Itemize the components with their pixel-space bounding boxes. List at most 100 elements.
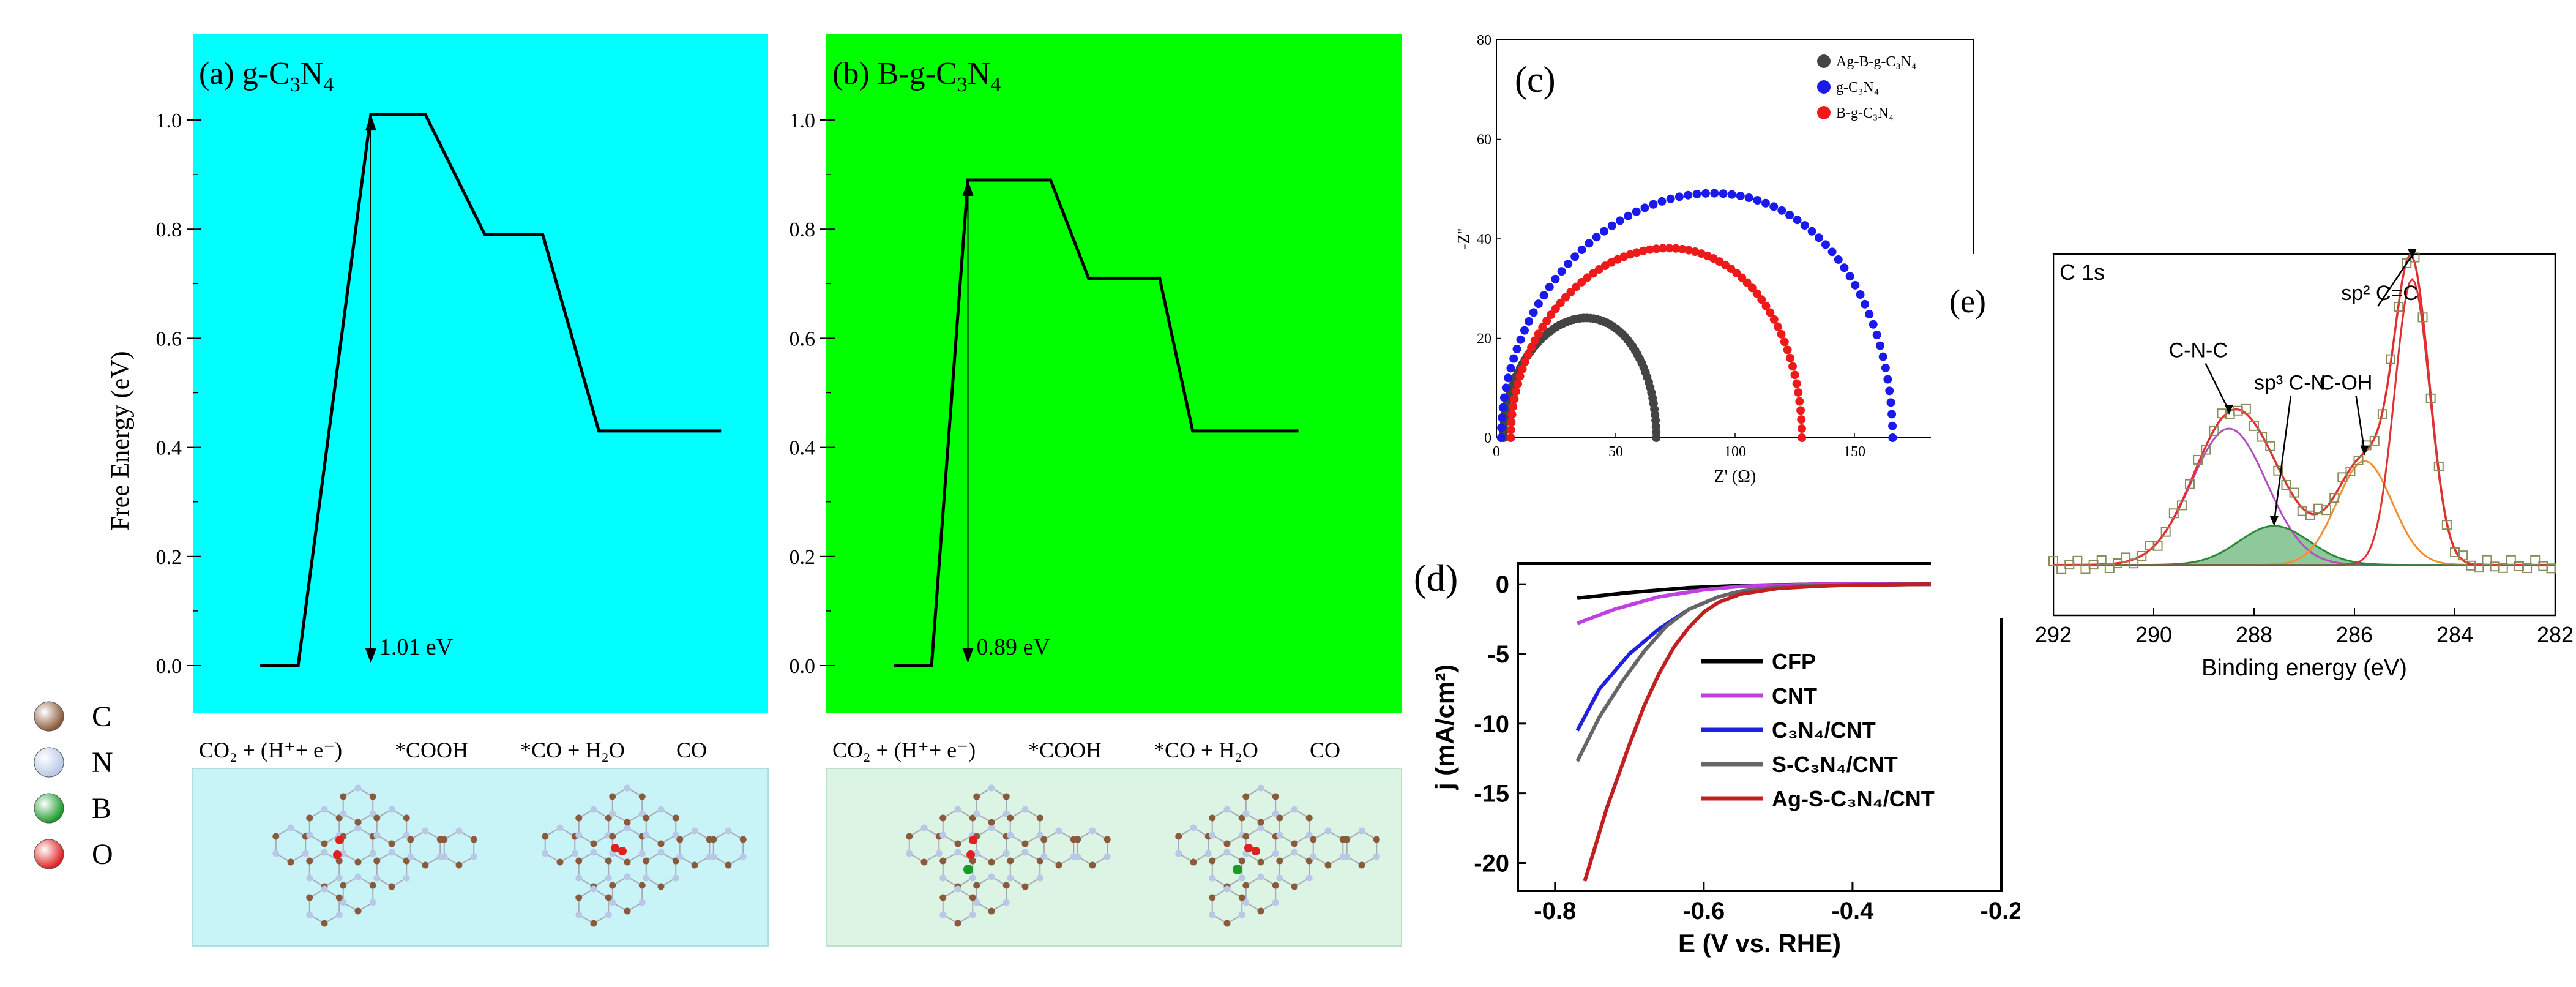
data-point-2: [1766, 308, 1775, 317]
atom-dot: [638, 793, 646, 800]
envelope-fit: [2053, 253, 2553, 566]
atom-dot: [624, 858, 631, 866]
y-tick-label: -10: [1474, 711, 1509, 738]
atom-dot: [725, 827, 732, 835]
atom-dot: [373, 874, 381, 882]
data-point-1: [1865, 310, 1874, 319]
data-point-2: [1506, 426, 1515, 435]
x-axis-label: Z' (Ω): [1714, 467, 1757, 486]
raw-data-marker: [2433, 461, 2444, 471]
raw-data-marker: [2265, 441, 2275, 451]
peak-annotation-label: sp³ C-N: [2254, 371, 2326, 394]
y-tick-label: 1.0: [156, 110, 182, 132]
atom-dot: [1036, 874, 1043, 882]
atom-dot: [575, 874, 583, 882]
data-point-1: [1814, 233, 1823, 242]
atom-dot: [388, 883, 395, 890]
raw-data-marker: [2096, 555, 2107, 566]
atom-dot: [335, 814, 343, 822]
data-point-2: [1561, 293, 1570, 302]
raw-data-marker: [2546, 563, 2556, 574]
data-point-1: [1800, 221, 1809, 230]
data-point-2: [1652, 244, 1661, 253]
atom-dot: [710, 836, 717, 843]
atom-dot: [672, 814, 679, 822]
atom-dot: [1223, 840, 1231, 847]
data-point-1: [1539, 291, 1548, 300]
annotation-arrow-line: [2273, 396, 2292, 523]
atom-dot: [605, 814, 612, 822]
atom-dot: [556, 824, 564, 831]
atom-dot: [272, 850, 280, 857]
atom-dot: [1272, 882, 1279, 889]
atom-dot: [643, 831, 650, 839]
data-point-2: [1773, 322, 1782, 331]
x-category-label: CO: [676, 738, 707, 762]
atom-legend-label-B: B: [92, 792, 111, 825]
atom-dot: [1242, 793, 1250, 800]
raw-data-marker: [2168, 508, 2179, 519]
atom-dot: [969, 814, 976, 822]
atom-dot: [1036, 857, 1043, 865]
x-tick-label: -0.2: [1981, 898, 2020, 925]
data-point-2: [1527, 343, 1536, 352]
atom-dot: [988, 858, 995, 866]
boron-atom: [963, 865, 973, 874]
legend-marker: [1817, 106, 1831, 119]
atom-dot: [939, 831, 947, 839]
oxygen-atom: [618, 847, 627, 855]
atom-dot: [403, 831, 410, 839]
data-point-1: [1872, 331, 1881, 340]
atom-dot: [306, 831, 313, 839]
data-point-2: [1788, 362, 1798, 371]
data-point-2: [1747, 283, 1757, 293]
data-point-1: [1888, 421, 1897, 430]
atom-dot: [638, 882, 646, 889]
atom-dot: [624, 784, 631, 792]
atom-dot: [1238, 857, 1245, 865]
atom-dot: [321, 885, 328, 893]
atom-dot: [272, 833, 280, 840]
raw-data-marker: [2345, 466, 2356, 476]
atom-dot: [973, 850, 980, 857]
atom-dot: [340, 810, 347, 817]
atom-dot: [605, 874, 612, 882]
data-point-2: [1515, 372, 1525, 381]
raw-data-marker: [2193, 454, 2203, 465]
atom-dot: [575, 857, 583, 865]
atom-dot: [1002, 882, 1010, 889]
legend-label: Ag-B-g-C₃N₄: [1836, 54, 1916, 70]
atom-dot: [1242, 810, 1250, 817]
data-point-1: [1509, 354, 1518, 363]
atom-dot: [1257, 873, 1264, 880]
legend-label: Ag-S-C₃N₄/CNT: [1772, 786, 1935, 811]
raw-data-marker: [2129, 558, 2139, 569]
raw-data-marker: [2152, 541, 2163, 551]
data-point-1: [1777, 206, 1786, 215]
y-tick-label: 0.8: [790, 219, 816, 241]
atom-dot: [373, 831, 381, 839]
atom-dot: [605, 911, 612, 918]
atom-dot: [321, 920, 328, 927]
x-tick-label: 292: [2035, 622, 2072, 647]
data-point-2: [1509, 402, 1518, 411]
x-tick-label: 288: [2236, 622, 2272, 647]
atom-dot: [973, 899, 980, 906]
annotation-arrow-line: [2355, 396, 2365, 452]
atom-dot: [1055, 861, 1062, 869]
data-point-1: [1885, 386, 1894, 396]
atom-dot: [1272, 850, 1279, 857]
y-tick-label: 0: [1496, 571, 1509, 598]
panel-a-free-energy: Free Energy (eV) 0.0 0.2 0.4 0.6 0.8 1.0 (a) g…: [106, 34, 769, 947]
raw-data-marker: [2321, 505, 2332, 516]
atom-dot: [1238, 814, 1245, 822]
atom-dot: [306, 857, 313, 865]
atom-dot: [590, 920, 597, 927]
oxygen-atom: [1244, 844, 1253, 852]
atom-dot: [1257, 784, 1264, 792]
atom-dot: [624, 907, 631, 915]
raw-data-marker: [2353, 455, 2364, 465]
barrier-arrow-head-top: [962, 180, 974, 197]
data-point-2: [1757, 295, 1766, 304]
atom-dot: [1223, 806, 1231, 813]
